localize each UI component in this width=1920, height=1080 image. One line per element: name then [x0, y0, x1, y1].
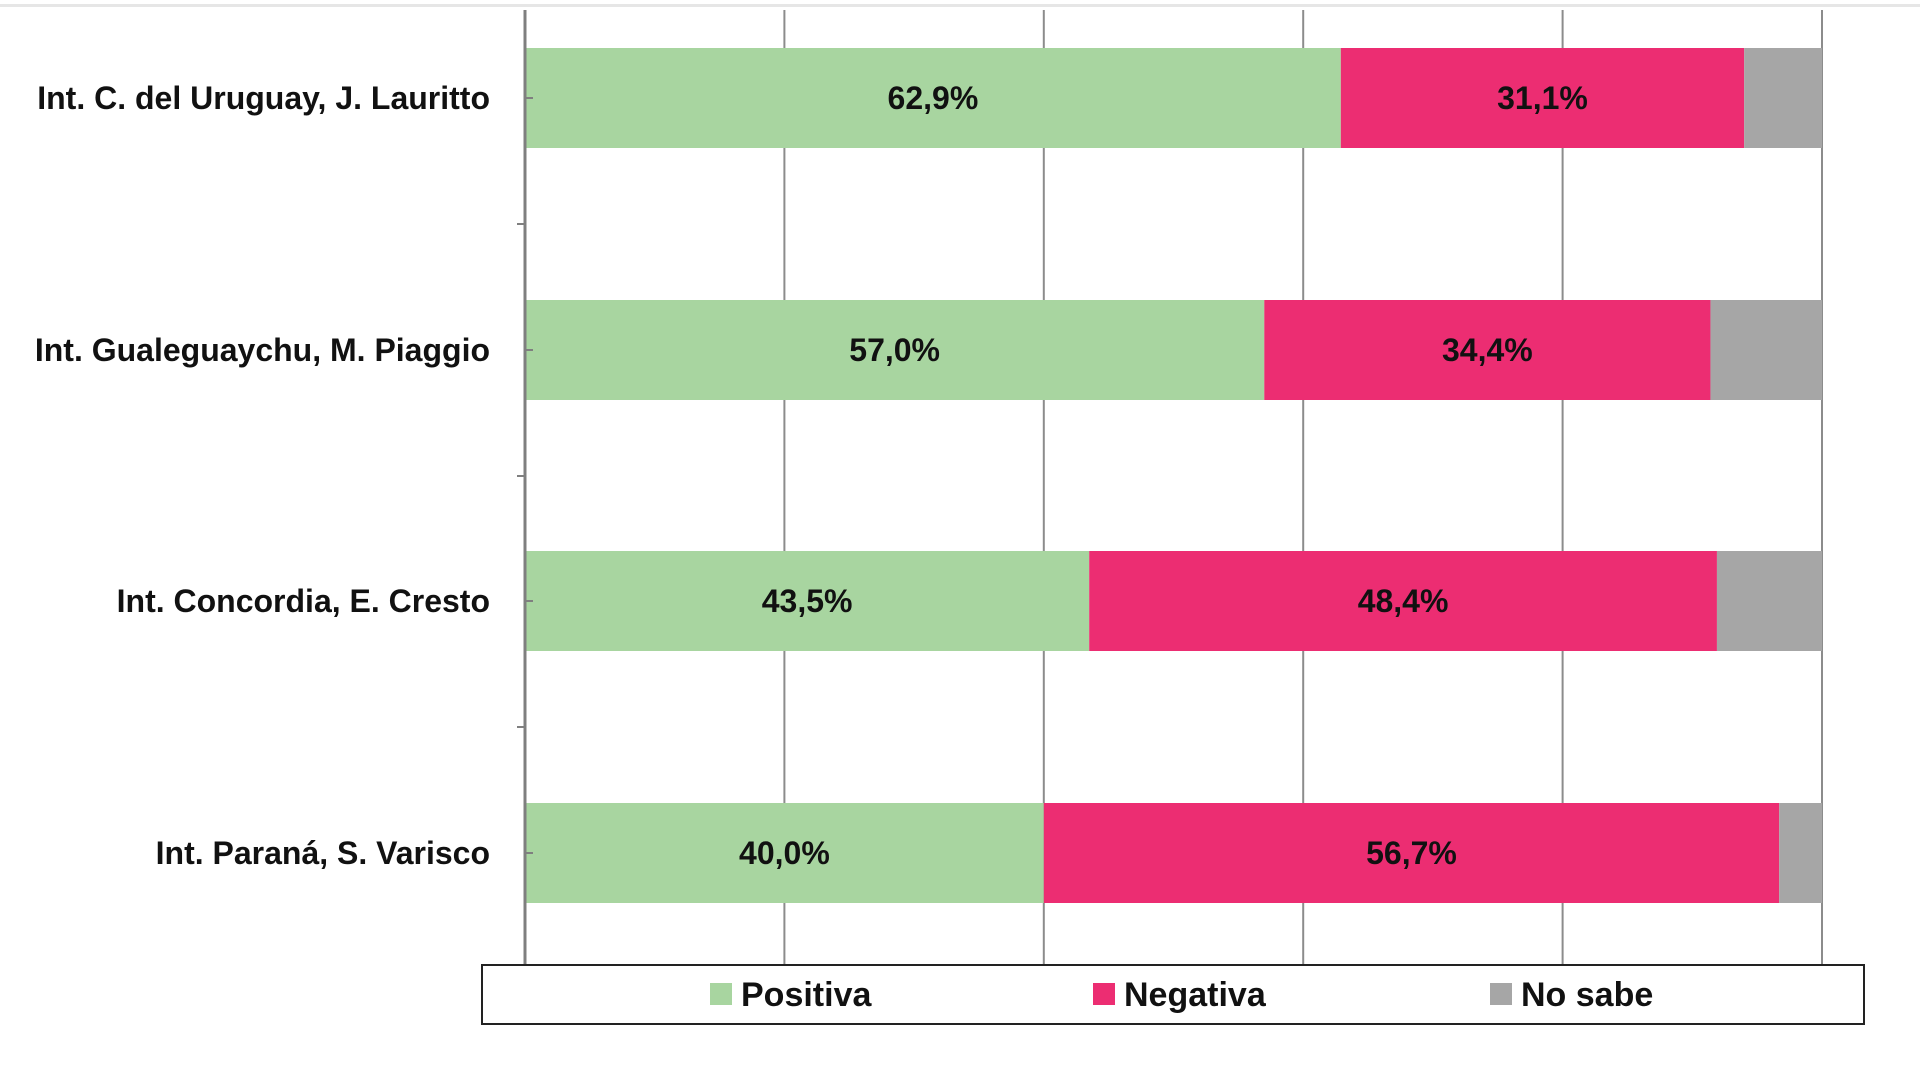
bar-positiva	[525, 300, 1265, 400]
bar-positiva	[525, 551, 1090, 651]
data-label: 34,4%	[1442, 332, 1533, 368]
bar-no-sabe	[1716, 551, 1822, 651]
data-label: 56,7%	[1366, 835, 1457, 871]
category-label: Int. Concordia, E. Cresto	[117, 583, 490, 619]
data-label: 62,9%	[888, 80, 979, 116]
bar-negativa	[1043, 803, 1780, 903]
bar-negativa	[1340, 48, 1745, 148]
bar-no-sabe	[1744, 48, 1822, 148]
bar-no-sabe	[1779, 803, 1822, 903]
legend-swatch-no-sabe	[1490, 983, 1512, 1005]
bar-positiva	[525, 48, 1341, 148]
bar-negativa	[1089, 551, 1717, 651]
legend-label: Negativa	[1124, 976, 1267, 1014]
data-label: 48,4%	[1358, 583, 1449, 619]
bar-positiva	[525, 803, 1044, 903]
data-label: 57,0%	[849, 332, 940, 368]
data-label: 31,1%	[1497, 80, 1588, 116]
data-label: 40,0%	[739, 835, 830, 871]
data-label: 43,5%	[762, 583, 853, 619]
category-label: Int. Paraná, S. Varisco	[156, 835, 490, 871]
legend-label: Positiva	[741, 976, 872, 1014]
legend-label: No sabe	[1521, 976, 1653, 1014]
category-label: Int. C. del Uruguay, J. Lauritto	[37, 80, 490, 116]
top-border	[0, 4, 1920, 7]
legend-swatch-positiva	[710, 983, 732, 1005]
legend-swatch-negativa	[1093, 983, 1115, 1005]
bar-no-sabe	[1710, 300, 1822, 400]
bar-negativa	[1264, 300, 1711, 400]
category-label: Int. Gualeguaychu, M. Piaggio	[35, 332, 490, 368]
